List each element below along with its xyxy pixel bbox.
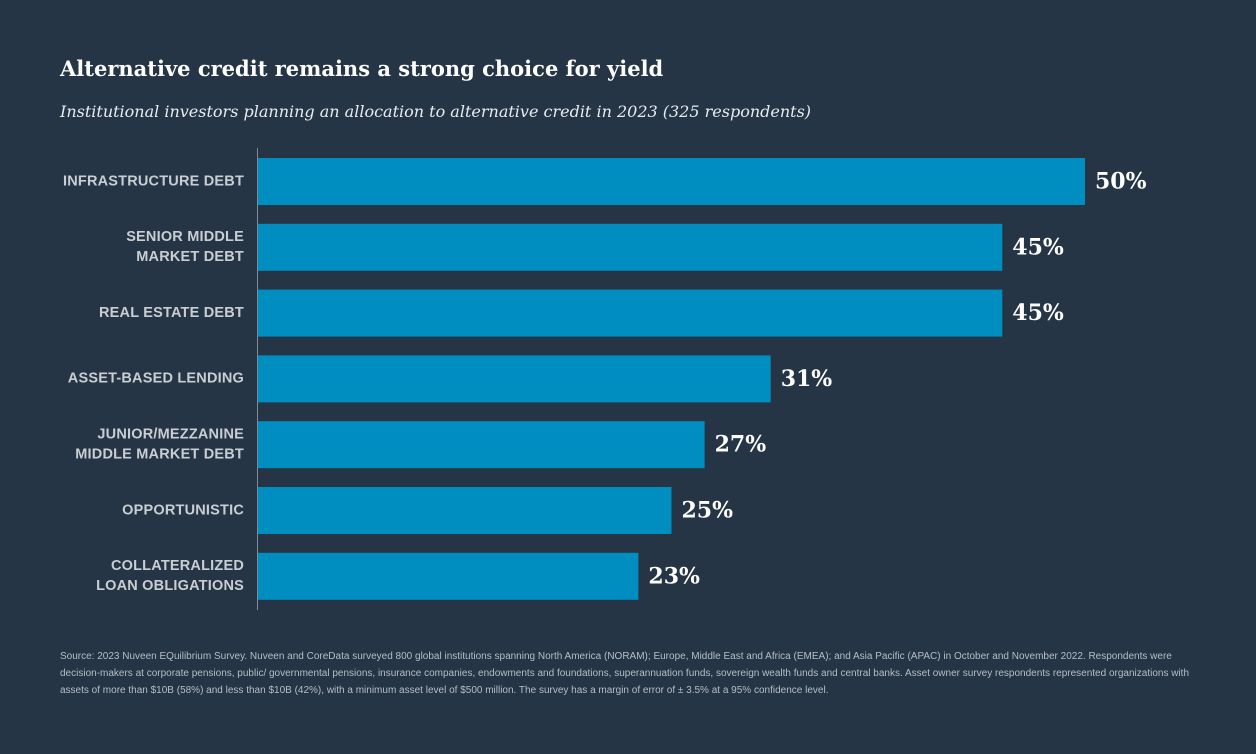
bar-value-label: 25% (682, 498, 734, 524)
bar-value-label: 45% (1012, 234, 1064, 260)
bar (258, 289, 1003, 337)
bars-group (258, 158, 1085, 600)
category-label-line: COLLATERALIZED (111, 558, 244, 574)
category-label: OPPORTUNISTIC (122, 502, 244, 518)
category-label-line: MIDDLE MARKET DEBT (75, 447, 244, 463)
category-label-line: LOAN OBLIGATIONS (96, 578, 244, 594)
value-labels-group: 50% 45% 45% 31% 27% 25% 23% (648, 169, 1146, 590)
category-label: REAL ESTATE DEBT (99, 305, 244, 321)
chart-title: Alternative credit remains a strong choi… (60, 56, 664, 81)
bar-value-label: 50% (1095, 169, 1147, 195)
bar (258, 223, 1003, 271)
category-label-line: INFRASTRUCTURE DEBT (63, 173, 244, 189)
bar-value-label: 45% (1012, 300, 1064, 326)
bar (258, 355, 771, 403)
category-label: SENIOR MIDDLE MARKET DEBT (126, 229, 244, 265)
bar-chart: INFRASTRUCTURE DEBT SENIOR MIDDLE MARKET D… (63, 148, 1147, 610)
category-label: INFRASTRUCTURE DEBT (63, 173, 244, 189)
bar-value-label: 27% (715, 432, 767, 458)
category-label-line: JUNIOR/MEZZANINE (97, 427, 244, 443)
bar-value-label: 23% (648, 563, 700, 589)
category-label-line: REAL ESTATE DEBT (99, 305, 244, 321)
category-label: COLLATERALIZED LOAN OBLIGATIONS (96, 558, 244, 594)
bar (258, 552, 639, 600)
category-label-line: MARKET DEBT (136, 249, 244, 265)
bar (258, 487, 672, 534)
chart-subtitle: Institutional investors planning an allo… (60, 102, 812, 121)
category-label-line: ASSET-BASED LENDING (68, 371, 244, 387)
category-label-line: OPPORTUNISTIC (122, 502, 244, 518)
bar-value-label: 31% (781, 366, 833, 392)
source-note: Source: 2023 Nuveen EQuilibrium Survey. … (60, 651, 1190, 696)
bar (258, 158, 1085, 205)
category-label: JUNIOR/MEZZANINE MIDDLE MARKET DEBT (75, 427, 244, 463)
bar (258, 421, 705, 469)
category-labels-group: INFRASTRUCTURE DEBT SENIOR MIDDLE MARKET D… (63, 173, 244, 594)
category-label-line: SENIOR MIDDLE (126, 229, 244, 245)
category-label: ASSET-BASED LENDING (68, 371, 244, 387)
